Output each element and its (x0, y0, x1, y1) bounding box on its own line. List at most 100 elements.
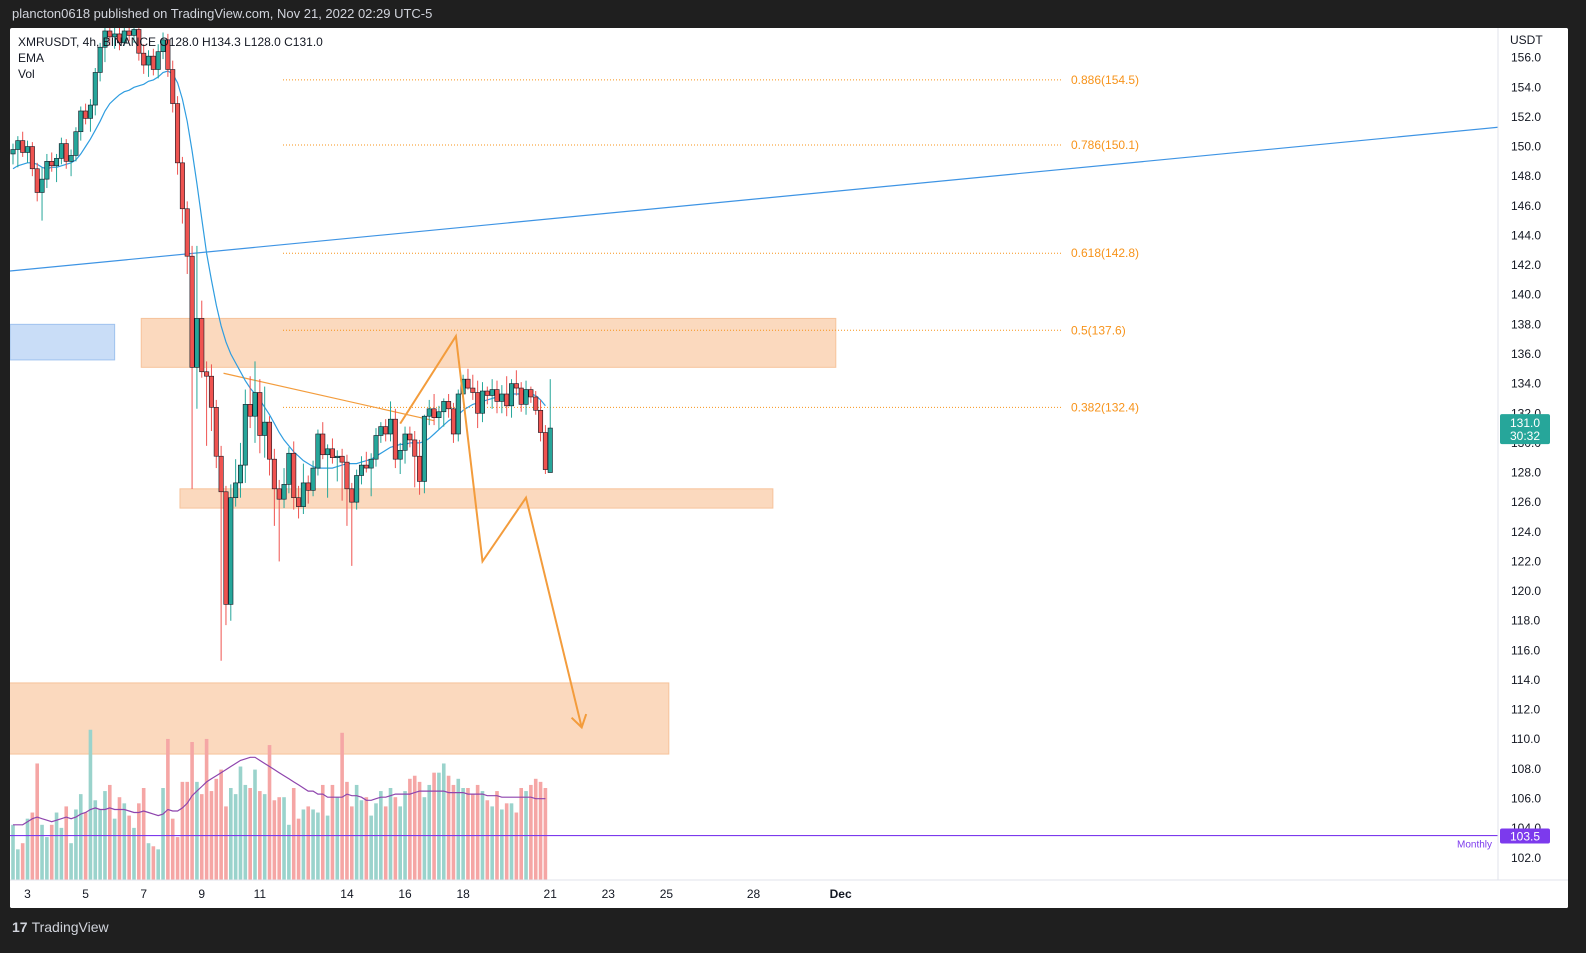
candle-body (247, 404, 253, 417)
price-tick-label: 126.0 (1511, 495, 1541, 509)
volume-bar (204, 738, 209, 880)
volume-bar (69, 843, 73, 880)
candle-body (470, 387, 476, 393)
price-tick-label: 122.0 (1511, 554, 1541, 568)
volume-bar (466, 788, 470, 880)
candle-body (305, 482, 311, 491)
candle-body (194, 318, 200, 368)
time-axis-bg (10, 880, 1568, 908)
volume-bar (504, 803, 509, 880)
candle-body (499, 393, 505, 402)
candle-body (533, 396, 539, 411)
tradingview-logo-icon[interactable]: 17 (12, 919, 28, 935)
volume-bar (369, 815, 373, 880)
volume-bar (417, 781, 422, 880)
price-tick-label: 142.0 (1511, 258, 1541, 272)
volume-bar (320, 784, 325, 880)
price-tick-label: 156.0 (1511, 51, 1541, 65)
candle-body (446, 401, 452, 410)
price-tick-label: 138.0 (1511, 317, 1541, 331)
volume-bar (287, 824, 291, 880)
volume-bar (11, 824, 15, 880)
candle-body (44, 161, 50, 180)
price-tick-label: 114.0 (1511, 673, 1540, 687)
time-tick-label: 25 (660, 887, 674, 901)
candle-body (78, 110, 84, 133)
candle-body (417, 455, 423, 482)
candle-body (281, 484, 287, 500)
volume-bar (398, 806, 402, 880)
volume-bar (214, 778, 219, 880)
candle-body (204, 371, 210, 377)
volume-bar (49, 824, 54, 880)
time-tick-label: 7 (140, 887, 147, 901)
candle-body (412, 439, 418, 457)
brand-name[interactable]: TradingView (31, 919, 109, 935)
publish-header: plancton0618 published on TradingView.co… (0, 0, 1586, 28)
candle-body (465, 378, 471, 389)
candle-body (136, 29, 142, 54)
candle-body (184, 208, 190, 257)
legend-ema[interactable]: EMA (18, 51, 45, 65)
volume-bar (122, 803, 127, 880)
volume-bar (185, 781, 190, 880)
volume-bar (40, 824, 44, 880)
volume-bar (45, 837, 49, 880)
candle-body (518, 387, 524, 405)
candle-body (189, 255, 195, 368)
candle-body (39, 178, 45, 193)
candle-body (489, 389, 495, 396)
volume-bar (306, 806, 311, 880)
price-tick-label: 106.0 (1511, 792, 1541, 806)
volume-bar (93, 800, 98, 880)
volume-bar (374, 803, 378, 880)
candle-body (286, 452, 292, 485)
legend-symbol[interactable]: XMRUSDT, 4h, BINANCE O128.0 H134.3 L128.… (18, 35, 323, 49)
candle-body (112, 33, 118, 38)
candle-body (271, 458, 277, 490)
volume-bar (543, 788, 548, 880)
volume-bar (500, 809, 504, 880)
volume-bar (30, 812, 35, 880)
candle-body (25, 146, 31, 153)
volume-bar (267, 745, 272, 880)
candle-body (179, 162, 185, 210)
candle-body (344, 461, 350, 490)
time-tick-label: 28 (747, 887, 761, 901)
candle-body (97, 46, 103, 73)
volume-bar (533, 778, 538, 880)
candle-body (368, 458, 374, 469)
price-tick-label: 150.0 (1511, 140, 1541, 154)
candle-body (83, 110, 89, 119)
volume-bar (538, 781, 543, 880)
volume-bar (229, 788, 233, 880)
candle-body (126, 30, 132, 36)
candle-body (87, 104, 93, 119)
time-tick-label: 18 (456, 887, 470, 901)
candle-body (170, 69, 176, 104)
candle-body (54, 158, 60, 167)
volume-bar (441, 763, 446, 880)
chart-frame[interactable]: 0.886(154.5) 0.786(150.1) 0.618(142.8) 0.5(… (10, 28, 1568, 908)
volume-bar (74, 809, 78, 880)
volume-bar (388, 788, 393, 880)
candle-body (528, 389, 534, 398)
candle-body (523, 389, 529, 405)
candle-body (407, 433, 413, 441)
candle-body (107, 30, 113, 38)
candle-body (421, 415, 427, 482)
candle-body (479, 390, 485, 414)
price-tick-label: 144.0 (1511, 228, 1541, 242)
time-tick-label: Dec (830, 887, 852, 901)
candle-body (363, 464, 369, 469)
candle-body (300, 482, 306, 507)
volume-bar (170, 818, 175, 880)
volume-bar (340, 732, 344, 880)
volume-bar (359, 800, 364, 880)
volume-bar (364, 797, 369, 880)
candle-body (257, 392, 263, 436)
legend-vol[interactable]: Vol (18, 67, 35, 81)
candle-body (475, 392, 481, 414)
chart-canvas[interactable]: 0.886(154.5) 0.786(150.1) 0.618(142.8) 0.5(… (10, 28, 1568, 908)
price-tick-label: 112.0 (1511, 703, 1540, 717)
